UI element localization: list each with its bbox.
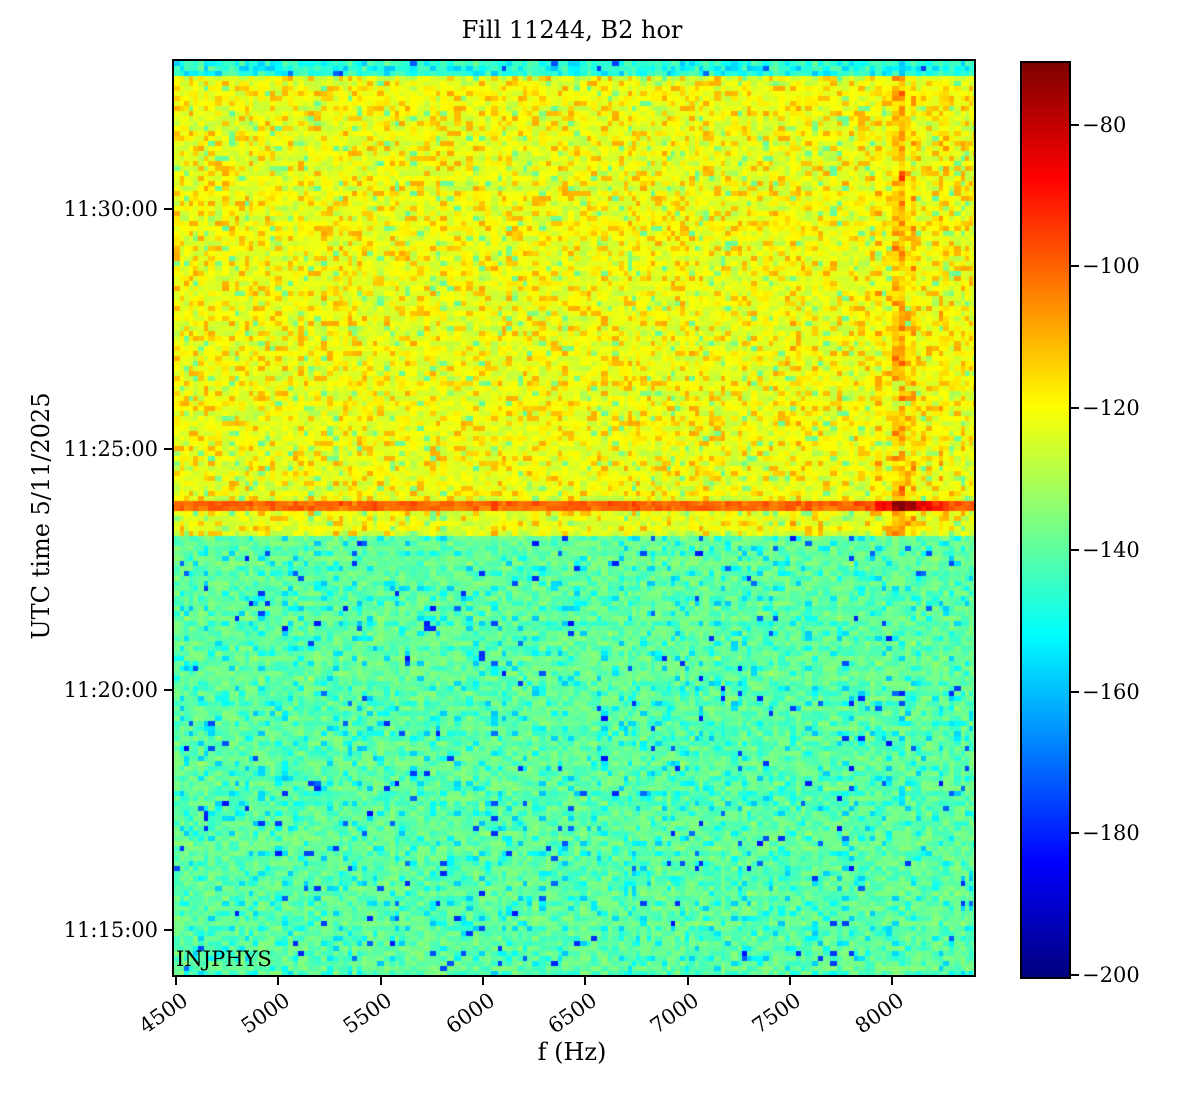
x-tick-label: 8000	[850, 988, 908, 1039]
x-tick-mark	[891, 977, 894, 985]
x-tick-label: 7000	[645, 988, 704, 1039]
colorbar-canvas	[1022, 63, 1069, 977]
colorbar-tick-mark	[1071, 407, 1079, 410]
colorbar-tick-label: −200	[1082, 963, 1140, 987]
y-tick-label: 11:20:00	[63, 677, 158, 702]
x-tick-mark	[175, 977, 178, 985]
x-tick-label: 5500	[338, 988, 397, 1039]
colorbar-tick-mark	[1071, 265, 1079, 268]
heatmap-canvas	[174, 61, 974, 975]
x-tick-mark	[481, 977, 484, 985]
colorbar-tick-label: −120	[1082, 396, 1140, 421]
colorbar-tick-mark	[1071, 548, 1079, 551]
colorbar-tick-mark	[1071, 832, 1079, 835]
x-tick-mark	[686, 977, 689, 985]
figure-title: Fill 11244, B2 hor	[461, 16, 683, 44]
y-axis-label: UTC time 5/11/2025	[27, 392, 55, 640]
colorbar-tick-label: −160	[1082, 679, 1140, 704]
x-tick-label: 7500	[748, 988, 806, 1039]
x-tick-mark	[584, 977, 587, 985]
colorbar-tick-label: −140	[1082, 537, 1140, 562]
y-tick-mark	[164, 688, 172, 691]
injphys-annotation: INJPHYS	[176, 947, 272, 971]
plot-area	[172, 59, 976, 977]
y-tick-label: 11:25:00	[63, 437, 158, 462]
x-tick-label: 6500	[543, 988, 602, 1039]
y-tick-mark	[164, 207, 172, 210]
x-tick-mark	[788, 977, 791, 985]
colorbar-tick-label: −180	[1082, 821, 1140, 846]
x-axis-label: f (Hz)	[537, 1038, 607, 1066]
colorbar-tick-mark	[1071, 974, 1079, 976]
x-tick-label: 5000	[236, 988, 295, 1039]
x-tick-mark	[379, 977, 382, 985]
y-tick-label: 11:30:00	[63, 196, 158, 221]
colorbar-tick-mark	[1071, 690, 1079, 693]
colorbar	[1020, 61, 1071, 979]
y-tick-mark	[164, 929, 172, 932]
y-tick-mark	[164, 448, 172, 451]
x-tick-mark	[277, 977, 280, 985]
colorbar-tick-label: −80	[1082, 112, 1127, 137]
colorbar-tick-label: −100	[1082, 254, 1140, 279]
y-tick-label: 11:15:00	[63, 918, 158, 943]
x-tick-label: 4500	[134, 988, 192, 1039]
colorbar-tick-mark	[1071, 123, 1079, 126]
x-tick-label: 6000	[441, 988, 499, 1039]
